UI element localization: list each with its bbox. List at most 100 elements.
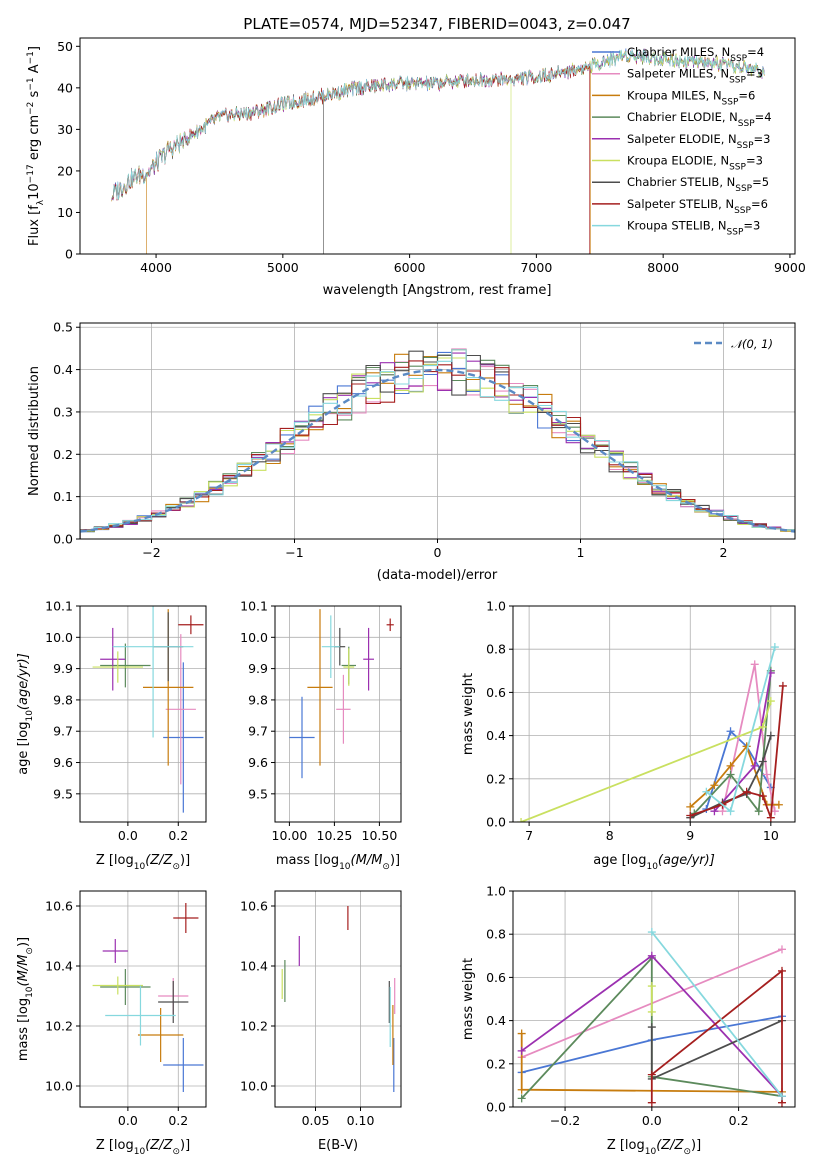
plot-area xyxy=(92,606,204,813)
y-tick-label: 0.6 xyxy=(486,685,506,700)
legend-entry: Salpeter MILES, NSSP=3 xyxy=(627,67,763,86)
axes-frame xyxy=(512,605,796,823)
legend-entry-part: Kroupa STELIB, N xyxy=(627,219,727,233)
x-axis-label: Z [log10(Z/Z⊙)] xyxy=(96,853,190,872)
x-tick-label: 2 xyxy=(720,545,728,560)
spectrum-series-8 xyxy=(111,64,590,254)
legend-entry-part: SSP xyxy=(727,228,744,238)
metallicity-age-panel: 0.0 0.29.59.69.79.89.910.010.1Z [log10(Z/… xyxy=(16,599,207,872)
plot-area xyxy=(517,643,787,822)
x-axis-label: Z [log10(Z/Z⊙)] xyxy=(96,1138,190,1157)
weight-marker xyxy=(647,1098,656,1107)
x-tick-label: −2 xyxy=(142,545,160,560)
y-axis-label-part: Flux [f xyxy=(27,205,42,246)
y-tick-label: 30 xyxy=(57,122,73,137)
weight-marker xyxy=(517,818,526,822)
reference-legend-label: 𝒩(0, 1) xyxy=(731,337,773,351)
weight-marker xyxy=(710,807,719,816)
errorbar-point-1 xyxy=(163,662,204,813)
errorbar-point-6 xyxy=(92,976,143,995)
legend-entry-part: =6 xyxy=(751,197,768,211)
errorbar-point-9 xyxy=(112,606,194,738)
y-axis-label-part: (age/yr)] xyxy=(16,653,31,710)
axes-frame xyxy=(512,890,796,1108)
x-axis-label: age [log10(age/yr)] xyxy=(593,853,715,872)
legend-entry-part: =3 xyxy=(754,132,771,146)
legend-entry-part: =3 xyxy=(743,219,760,233)
histogram-series-9 xyxy=(80,349,795,539)
x-axis-label-part: )] xyxy=(691,1138,701,1153)
x-tick-label: 1 xyxy=(577,545,585,560)
legend-entry: Chabrier STELIB, NSSP=5 xyxy=(627,175,769,194)
x-axis-label-part: 10 xyxy=(134,1147,146,1157)
y-tick-label: 0.0 xyxy=(53,532,73,547)
weight-series-6 xyxy=(517,697,775,822)
y-axis-label: Normed distribution xyxy=(27,366,42,496)
legend-entry: Salpeter ELODIE, NSSP=3 xyxy=(627,132,770,151)
weight-marker xyxy=(686,802,695,811)
plot-area xyxy=(281,906,396,1092)
y-tick-label: 1.0 xyxy=(486,884,506,899)
y-axis-label-part: −17 xyxy=(26,164,36,183)
errorbar-point-7 xyxy=(158,981,189,1023)
weight-series-9 xyxy=(702,643,779,816)
legend-entry-part: SSP xyxy=(722,97,739,107)
errorbar-point-3 xyxy=(137,1008,184,1062)
y-tick-label: 10.4 xyxy=(240,959,268,974)
legend-entry-part: Chabrier STELIB, N xyxy=(627,175,735,189)
y-tick-label: 10.4 xyxy=(45,959,73,974)
plot-area xyxy=(289,609,394,779)
y-tick-label: 0.6 xyxy=(486,970,506,985)
weight-marker xyxy=(777,1092,786,1101)
legend-entry-part: Salpeter ELODIE, N xyxy=(627,132,737,146)
y-tick-label: 10.0 xyxy=(45,630,73,645)
y-tick-label: 10.0 xyxy=(240,630,268,645)
weight-series-3 xyxy=(686,742,783,811)
weight-series-9 xyxy=(647,928,786,1101)
y-tick-label: 0.2 xyxy=(486,1056,506,1071)
weight-marker xyxy=(517,1029,526,1038)
weight-marker xyxy=(686,811,695,820)
legend-entry-part: Chabrier MILES, N xyxy=(627,45,730,59)
y-tick-label: 0.8 xyxy=(486,927,506,942)
legend-entry-part: Kroupa ELODIE, N xyxy=(627,154,729,168)
errorbar-point-3 xyxy=(307,609,333,766)
y-axis-label-part: (M/M xyxy=(16,955,31,987)
x-axis-label-part: Z [log xyxy=(96,1138,134,1153)
y-axis-label-part: ] xyxy=(27,46,42,51)
y-tick-label: 20 xyxy=(57,163,73,178)
plot-area xyxy=(80,348,795,539)
weight-marker xyxy=(742,787,751,796)
weight-line xyxy=(521,955,783,1100)
y-tick-label: 0.0 xyxy=(486,815,506,830)
normal-reference-curve xyxy=(80,368,795,533)
y-tick-label: 0.4 xyxy=(53,362,73,377)
y-tick-label: 9.7 xyxy=(53,724,73,739)
weight-marker xyxy=(758,792,767,801)
legend-entry-part: SSP xyxy=(738,119,755,129)
weight-marker xyxy=(517,1094,526,1103)
legend-entry-part: SSP xyxy=(735,184,752,194)
y-tick-label: 40 xyxy=(57,80,73,95)
errorbar-point-8 xyxy=(386,618,394,632)
x-axis-label: wavelength [Angstrom, rest frame] xyxy=(323,283,552,298)
x-axis-label-part: mass [log xyxy=(276,853,339,868)
x-axis-label-part: (Z/Z xyxy=(656,1138,684,1153)
extinction-mass-panel: 0.05 0.10 10.0 10.2 10.4 10.6 E(B-V) xyxy=(240,890,402,1153)
weight-marker xyxy=(754,807,763,816)
x-tick-label: 10.25 xyxy=(317,828,353,843)
errorbar-point-1 xyxy=(289,696,315,779)
errorbar-point-5 xyxy=(363,627,374,691)
plot-area xyxy=(517,928,786,1107)
y-tick-label: 10.2 xyxy=(240,1019,268,1034)
y-axis-label-part: s xyxy=(27,90,42,101)
axes-frame xyxy=(79,37,796,255)
axes-frame xyxy=(274,890,402,1108)
legend-entry: Chabrier ELODIE, NSSP=4 xyxy=(627,110,772,129)
x-axis-label-part: ⊙ xyxy=(172,862,180,872)
legend-entry-part: Chabrier ELODIE, N xyxy=(627,110,738,124)
y-axis-label-part: A xyxy=(27,64,42,77)
